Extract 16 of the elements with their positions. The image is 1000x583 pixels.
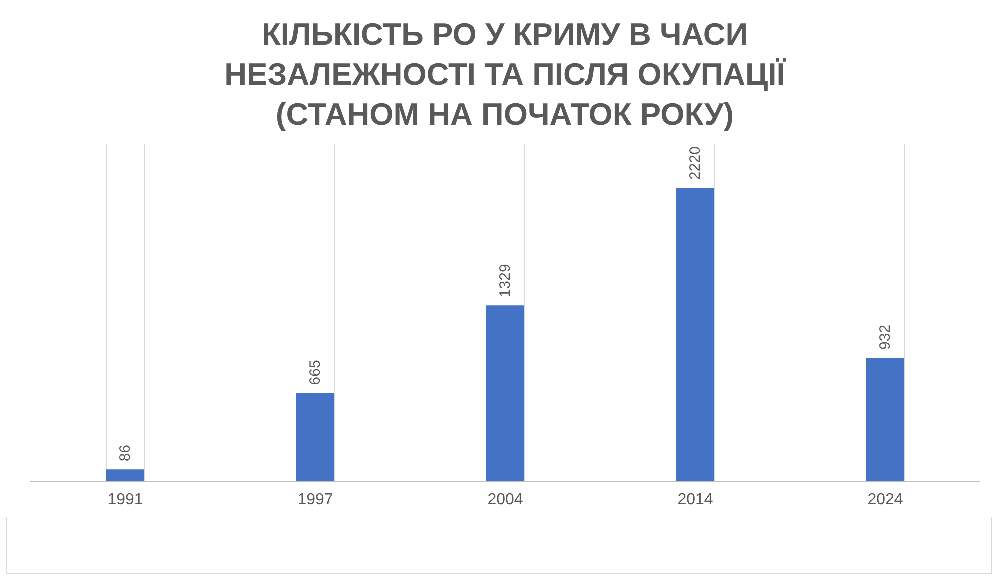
chart-title: КІЛЬКІСТЬ РО У КРИМУ В ЧАСИ НЕЗАЛЕЖНОСТІ ТА ПІСЛЯ ОКУПАЦІЇ (СТАНОМ НА ПОЧАТОК РОКУ)	[224, 17, 787, 132]
x-tick-label: 1997	[298, 492, 334, 508]
x-tick-label: 2014	[678, 492, 714, 508]
bar	[486, 306, 524, 481]
bar	[676, 188, 714, 481]
data-label: 86	[117, 444, 134, 462]
data-label: 1329	[497, 264, 514, 298]
bar	[106, 470, 144, 481]
x-tick-label: 2004	[488, 492, 524, 508]
data-label: 665	[307, 360, 324, 386]
data-label: 2220	[687, 146, 704, 180]
bar	[296, 393, 334, 481]
bar	[866, 358, 904, 481]
x-tick-label: 2024	[868, 492, 904, 508]
x-tick-label: 1991	[108, 492, 144, 508]
data-label: 932	[877, 324, 894, 350]
